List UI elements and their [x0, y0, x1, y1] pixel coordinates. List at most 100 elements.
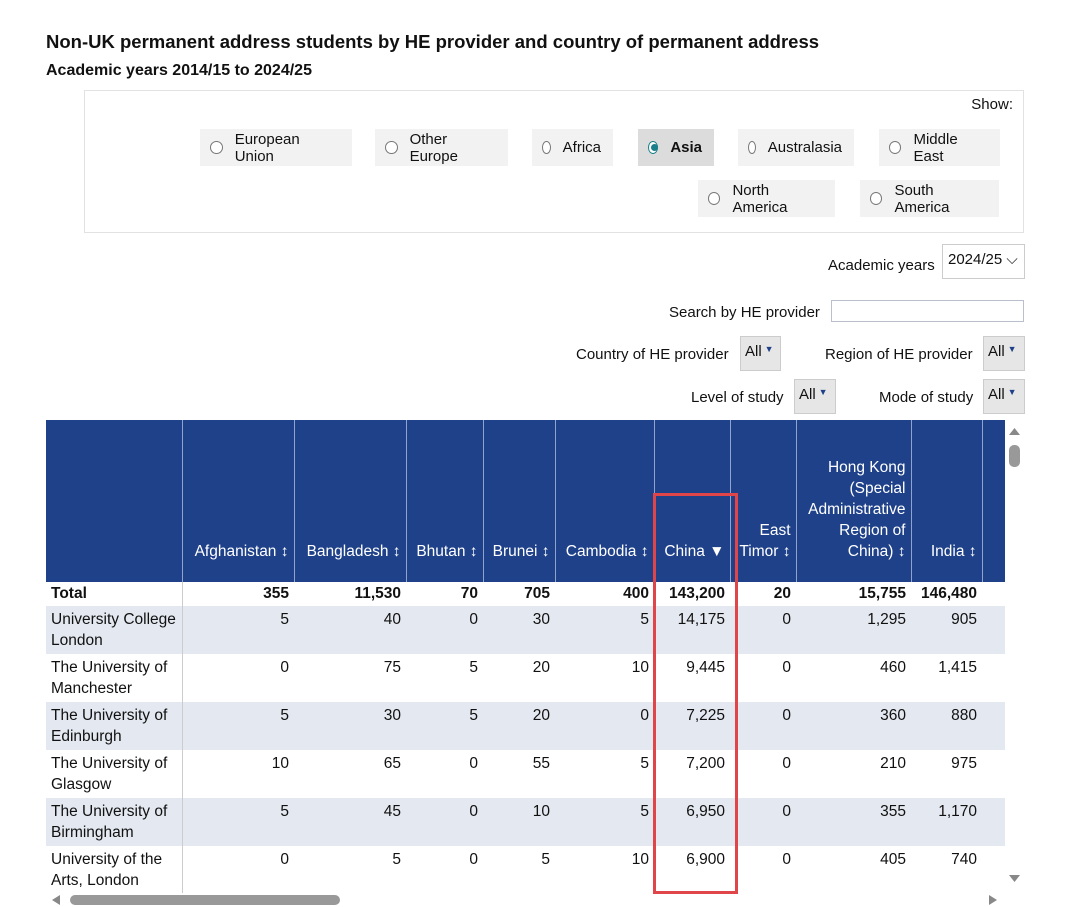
cell-value: 460: [880, 659, 906, 676]
cell-value: 5: [182, 606, 294, 654]
show-label: Show:: [971, 96, 1013, 113]
cell-value: [982, 654, 1005, 702]
radio-label: North America: [732, 181, 788, 216]
scroll-down-icon[interactable]: [1009, 875, 1020, 882]
cell-value: 143,200: [668, 585, 725, 602]
radio-european-union[interactable]: European Union: [200, 129, 352, 166]
level-dropdown[interactable]: All ▼: [794, 379, 836, 414]
data-table: Afghanistan ↕ Bangladesh ↕ Bhutan ↕ Brunei …: [46, 420, 1005, 893]
cell-value: 11,530: [354, 585, 401, 602]
radio-label: Africa: [562, 139, 601, 156]
page-title: Non-UK permanent address students by HE …: [46, 31, 820, 52]
caret-down-icon: ▼: [1007, 344, 1017, 354]
cell-value: 905: [911, 606, 982, 654]
column-header[interactable]: Brunei ↕: [482, 420, 555, 582]
vertical-scrollbar[interactable]: [1005, 420, 1024, 893]
country-dropdown[interactable]: All ▼: [740, 336, 781, 371]
radio-label: Asia: [670, 139, 702, 156]
radio-australasia[interactable]: Australasia: [738, 129, 854, 166]
cell-value: 5: [406, 702, 483, 750]
cell-value: 5: [182, 798, 294, 846]
radio-other-europe[interactable]: Other Europe: [375, 129, 508, 166]
cell-value: 7,225: [654, 702, 730, 750]
cell-value: 6,900: [686, 851, 725, 868]
cell-value: 0: [555, 702, 654, 750]
header-provider: [46, 420, 182, 582]
region-label: Region of HE provider: [825, 346, 973, 363]
radio-africa[interactable]: Africa: [532, 129, 613, 166]
provider-name: The University of Manchester: [46, 654, 183, 702]
radio-circle-icon: [708, 192, 721, 205]
region-dropdown[interactable]: All ▼: [983, 336, 1025, 371]
cell-value: 0: [280, 659, 289, 676]
cell-value: 0: [730, 606, 796, 654]
column-header[interactable]: Bangladesh ↕: [293, 420, 406, 582]
cell-value: 45: [294, 798, 406, 846]
scroll-right-icon[interactable]: [989, 895, 997, 905]
radio-label: European Union: [234, 130, 300, 165]
table-row: The University of Edinburgh 5 30 5 20 0 7,225 0…: [46, 702, 1005, 750]
search-label: Search by HE provider: [669, 304, 820, 321]
radio-circle-icon: [889, 141, 902, 154]
radio-circle-icon: [210, 141, 223, 154]
table-row: The University of Manchester 0 75 5 20 10 9,44…: [46, 654, 1005, 702]
radio-circle-icon: [385, 141, 398, 154]
mode-label: Mode of study: [879, 389, 974, 406]
column-header[interactable]: Hong Kong (Special Administrative Region…: [795, 420, 911, 582]
region-filter-panel: Show:: [84, 90, 1024, 233]
cell-value: 40: [294, 606, 406, 654]
scroll-left-icon[interactable]: [52, 895, 60, 905]
cell-value: 20: [773, 585, 791, 602]
cell-value: 5: [555, 798, 654, 846]
caret-down-icon: ▼: [1007, 387, 1017, 397]
scrollbar-thumb[interactable]: [70, 895, 340, 905]
provider-name: The University of Birmingham: [46, 798, 183, 846]
column-header[interactable]: Afghanistan ↕: [181, 420, 294, 582]
column-header[interactable]: In: [981, 420, 1005, 582]
cell-value: 10: [631, 851, 649, 868]
radio-asia[interactable]: Asia: [638, 129, 714, 166]
scroll-up-icon[interactable]: [1009, 428, 1020, 435]
cell-value: [982, 798, 1005, 846]
scrollbar-thumb[interactable]: [1009, 445, 1020, 467]
radio-circle-icon: [870, 192, 883, 205]
cell-value: [982, 846, 1005, 893]
level-label: Level of study: [691, 389, 784, 406]
level-value: All: [799, 386, 816, 403]
table-row: University College London 5 40 0 30 5 14,175 0 1…: [46, 606, 1005, 654]
provider-name: University of the Arts, London: [46, 846, 183, 893]
cell-value: 360: [796, 702, 911, 750]
mode-dropdown[interactable]: All ▼: [983, 379, 1025, 414]
cell-value: 210: [880, 755, 906, 772]
column-header[interactable]: East Timor ↕: [729, 420, 796, 582]
table-row: The University of Glasgow 10 65 0 55 5 7,200 0 2…: [46, 750, 1005, 798]
horizontal-scrollbar[interactable]: [46, 893, 1005, 907]
radio-circle-icon: [542, 141, 551, 154]
radio-circle-icon: [648, 141, 659, 154]
cell-value: 70: [460, 585, 478, 602]
column-header[interactable]: China ▼: [653, 420, 730, 582]
column-header[interactable]: Cambodia ↕: [554, 420, 654, 582]
academic-years-label: Academic years: [828, 257, 935, 274]
academic-years-select[interactable]: 2024/25 ⌵: [942, 244, 1025, 279]
radio-south-america[interactable]: South America: [860, 180, 999, 217]
radio-middle-east[interactable]: Middle East: [879, 129, 1000, 166]
cell-value: 5: [555, 606, 654, 654]
data-table-viewport: Afghanistan ↕ Bangladesh ↕ Bhutan ↕ Brunei …: [46, 420, 1005, 893]
cell-value: 0: [469, 755, 478, 772]
cell-value: 7,200: [686, 755, 725, 772]
cell-value: 30: [483, 606, 555, 654]
cell-value: 0: [406, 798, 483, 846]
radio-north-america[interactable]: North America: [698, 180, 835, 217]
cell-value: 0: [469, 851, 478, 868]
radio-label: South America: [894, 181, 950, 216]
column-header[interactable]: Bhutan ↕: [405, 420, 483, 582]
cell-value: 75: [383, 659, 401, 676]
search-input[interactable]: [831, 300, 1024, 322]
cell-value: 0: [730, 702, 796, 750]
column-header[interactable]: India ↕: [910, 420, 982, 582]
cell-value: [982, 582, 1005, 606]
total-row: Total 355 11,530 70 705 400 143,200 20 15,755 146…: [46, 582, 1005, 606]
cell-value: 740: [951, 851, 977, 868]
radio-circle-icon: [748, 141, 756, 154]
